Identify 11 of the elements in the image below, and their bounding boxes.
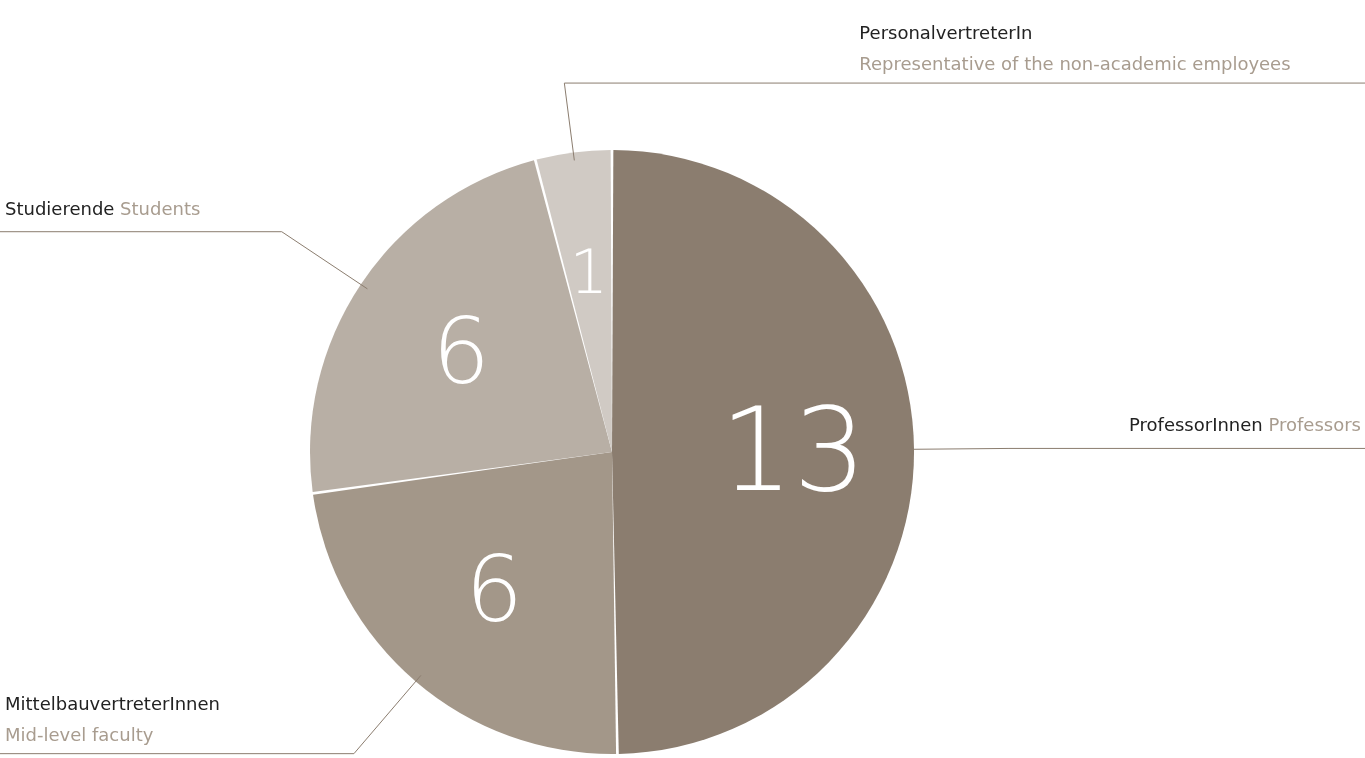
- slice-label: PersonalvertreterIn Representative of the non-academic employees: [859, 22, 1291, 75]
- pie-slice: [310, 160, 612, 493]
- data-label: 6: [465, 537, 524, 643]
- data-label: 13: [720, 383, 867, 518]
- pie-slice: [536, 150, 612, 452]
- pie-slice: [313, 452, 617, 754]
- slice-label: MittelbauvertreterInnen Mid-level faculty: [5, 692, 220, 745]
- slice-label: ProfessorInnen Professors: [1129, 414, 1361, 436]
- data-label: 6: [432, 298, 491, 404]
- data-label: 1: [569, 237, 609, 308]
- slice-label: Studierende Students: [5, 197, 201, 219]
